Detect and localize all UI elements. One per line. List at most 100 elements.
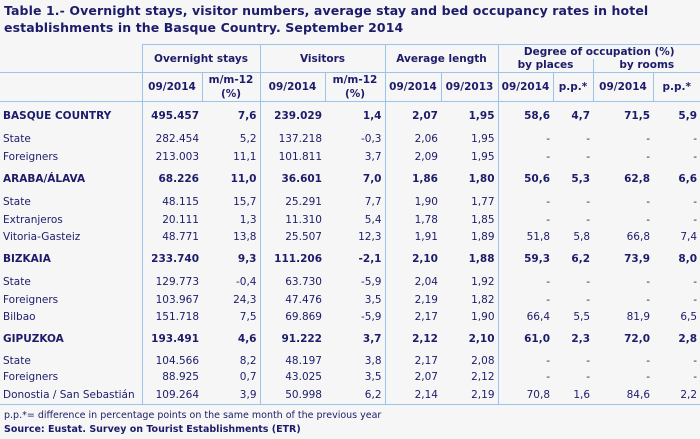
table-cell: 59,3 <box>497 245 554 273</box>
row-label: BIZKAIA <box>3 253 51 265</box>
row-label: Vitoria-Gasteiz <box>3 231 81 243</box>
row-label: Extranjeros <box>3 214 63 226</box>
table-cell: 1,82 <box>471 294 495 306</box>
table-cell: 2,10 <box>468 333 495 345</box>
table-cell: 0,7 <box>239 371 257 383</box>
table-cell: 5,8 <box>573 231 591 243</box>
table-cell: 2,04 <box>384 272 441 292</box>
table-cell: 12,3 <box>358 231 382 243</box>
table-cell: 3,7 <box>364 151 382 163</box>
row-label: Donostia / San Sebastián <box>0 385 142 405</box>
table-cell: 2,10 <box>384 245 441 273</box>
header-degree-of-occupation: Degree of occupation (%) <box>497 44 700 59</box>
table-cell: - <box>586 294 591 306</box>
header-average-length: Average length <box>384 44 499 73</box>
table-cell: 2,14 <box>384 385 441 405</box>
table-cell: 48.771 <box>141 228 202 246</box>
table-cell: - <box>693 214 698 226</box>
table-cell: - <box>646 371 651 383</box>
table-cell: 47.476 <box>259 291 325 309</box>
table-cell: 1,80 <box>468 173 495 185</box>
table-cell: 48.115 <box>141 192 202 212</box>
table-cell: 51,8 <box>497 228 554 246</box>
table-cell: 1,77 <box>471 196 495 208</box>
table-cell: 2,19 <box>441 385 499 405</box>
table-cell: 11.310 <box>259 211 325 229</box>
table-cell: 58,6 <box>497 101 554 130</box>
table-cell: 8,2 <box>239 354 257 367</box>
table-cell: 1,92 <box>471 276 495 288</box>
table-cell: 2,08 <box>471 354 495 367</box>
header-by-rooms: by rooms <box>592 58 700 73</box>
table-cell: - <box>693 133 698 145</box>
table-cell: 1,90 <box>384 192 441 212</box>
table-cell: - <box>497 291 554 309</box>
table-cell: 2,09 <box>384 148 441 166</box>
table-cell: 4,7 <box>571 109 591 122</box>
table-cell: - <box>586 151 591 163</box>
table-cell: 4,6 <box>237 333 257 345</box>
table-cell: 6,2 <box>571 253 591 265</box>
table-cell: 13,8 <box>233 231 257 243</box>
table-cell: - <box>586 196 591 208</box>
table-row: BIZKAIA 233.740 9,3 111.206 -2,1 2,10 1,88 59,3… <box>0 245 700 273</box>
table-cell: 7,5 <box>239 311 257 323</box>
table-cell: 3,5 <box>364 294 382 306</box>
table-cell: 151.718 <box>141 308 202 326</box>
table-cell: - <box>646 151 651 163</box>
table-cell: 3,5 <box>364 371 382 383</box>
table-cell: 111.206 <box>259 245 325 273</box>
table-cell: -5,9 <box>361 311 382 323</box>
table-cell: 1,95 <box>468 109 495 122</box>
table-row: Donostia / San Sebastián 109.264 3,9 50.998… <box>0 385 700 405</box>
table-cell: 50.998 <box>259 385 325 405</box>
table-cell: 72,0 <box>624 333 651 345</box>
table-cell: 3,9 <box>202 385 260 405</box>
table-cell: 3,8 <box>364 354 382 367</box>
row-label: Foreigners <box>3 294 59 306</box>
table-title: Table 1.- Overnight stays, visitor numbe… <box>4 3 649 35</box>
header-by-places: by places <box>497 58 594 73</box>
table-cell: 20.111 <box>141 211 202 229</box>
table-cell: 7,6 <box>237 109 257 122</box>
table-cell: 5,2 <box>239 133 257 145</box>
header-overnight-stays: Overnight stays <box>141 44 261 73</box>
table-cell: - <box>693 294 698 306</box>
table-cell: 43.025 <box>259 368 325 386</box>
table-cell: - <box>497 129 554 149</box>
table-cell: 6,5 <box>680 311 698 323</box>
table-cell: 103.967 <box>141 291 202 309</box>
source-note: Source: Eustat. Survey on Tourist Establ… <box>4 424 301 435</box>
table-row: Vitoria-Gasteiz 48.771 13,8 25.507 12,3 1,91 1… <box>0 228 700 246</box>
table-cell: - <box>586 133 591 145</box>
table-cell: - <box>497 192 554 212</box>
table-cell: - <box>693 354 698 367</box>
empty-corner <box>0 44 142 73</box>
table-cell: 239.029 <box>259 101 325 130</box>
header-rooms-0914: 09/2014 <box>592 72 654 102</box>
table-cell: - <box>586 371 591 383</box>
table-cell: 2,06 <box>384 129 441 149</box>
table-cell: 73,9 <box>624 253 651 265</box>
row-label: State <box>3 354 31 367</box>
table-cell: 2,12 <box>471 371 495 383</box>
table-row: ARABA/ÁLAVA 68.226 11,0 36.601 7,0 1,86 1,80 50… <box>0 165 700 193</box>
table-cell: 66,4 <box>497 308 554 326</box>
table-cell: 137.218 <box>259 129 325 149</box>
table-row: Extranjeros 20.111 1,3 11.310 5,4 1,78 1,85- - -… <box>0 211 700 229</box>
table-cell: 1,88 <box>468 253 495 265</box>
table-cell: - <box>586 276 591 288</box>
table-cell: -5,9 <box>361 276 382 288</box>
table-cell: 1,90 <box>471 311 495 323</box>
table-cell: - <box>646 196 651 208</box>
table-cell: 3,7 <box>362 333 382 345</box>
table-cell: 81,9 <box>626 311 651 323</box>
table-cell: 5,4 <box>364 214 382 226</box>
table-cell: 62,8 <box>624 173 651 185</box>
row-label: BASQUE COUNTRY <box>3 109 112 122</box>
table-cell: 88.925 <box>141 368 202 386</box>
table-cell: 2,07 <box>384 101 441 130</box>
table-cell: 91.222 <box>259 325 325 353</box>
header-avg-0913: 09/2013 <box>440 72 499 102</box>
table-cell: 11,0 <box>230 173 257 185</box>
